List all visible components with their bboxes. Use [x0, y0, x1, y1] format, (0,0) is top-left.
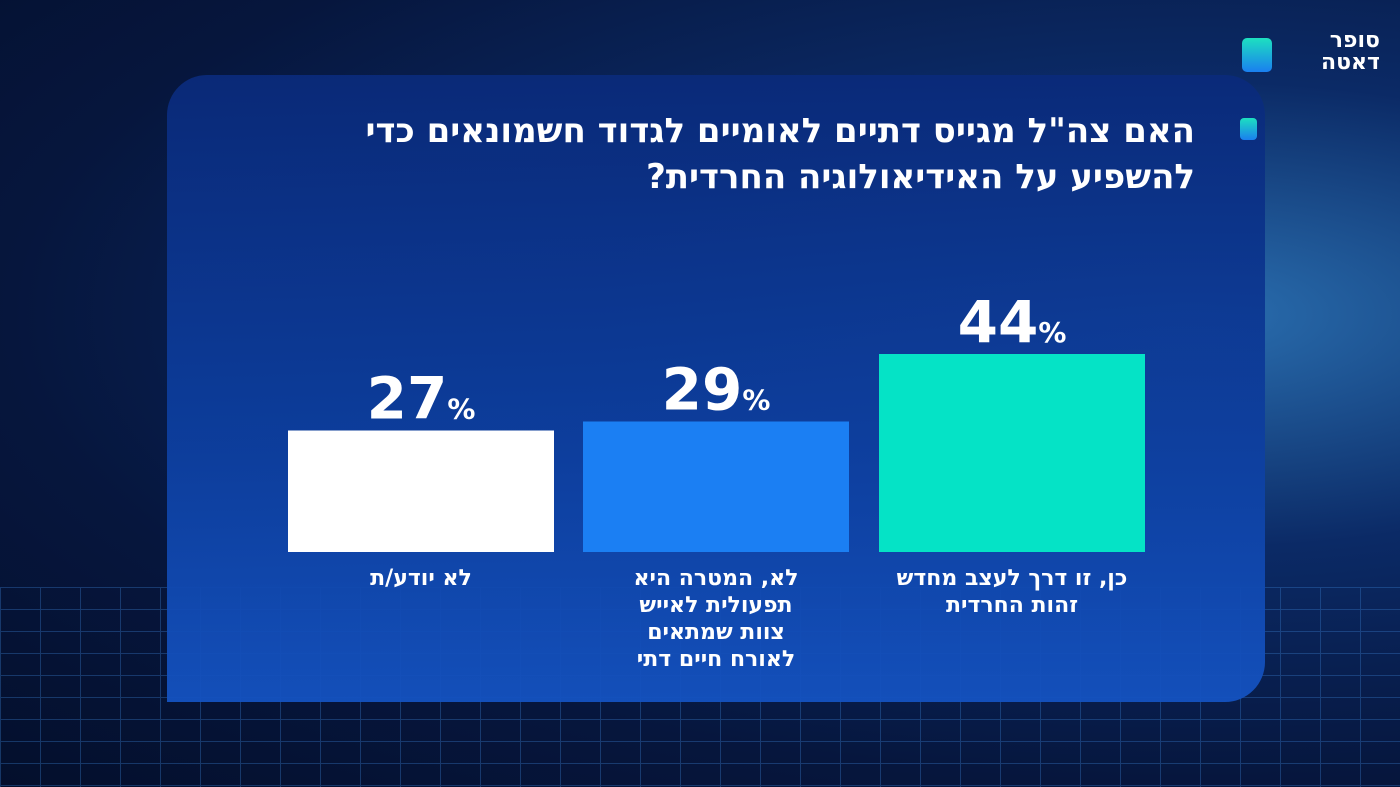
bar: [879, 354, 1145, 552]
bar: [583, 421, 849, 552]
logo-icon: [1242, 38, 1272, 72]
logo: סופר דאטה: [1240, 28, 1380, 76]
category-label: לא יודע/ת: [370, 566, 472, 591]
data-label: 29%: [662, 356, 771, 424]
logo-line2: דאטה: [1320, 50, 1380, 75]
data-label: 27%: [367, 365, 476, 433]
title-bullet-icon: [1240, 118, 1257, 140]
category-label: לא, המטרה היא תפעולית לאייש צוות שמתאים …: [633, 566, 799, 672]
category-label: כן, זו דרך לעצב מחדש זהות החרדית: [896, 566, 1128, 618]
bar: [288, 430, 554, 552]
chart-title: האם צה"ל מגייס דתיים לאומיים לגדוד חשמונ…: [365, 111, 1195, 197]
logo-line1: סופר: [1329, 28, 1380, 53]
data-label: 44%: [958, 288, 1067, 356]
